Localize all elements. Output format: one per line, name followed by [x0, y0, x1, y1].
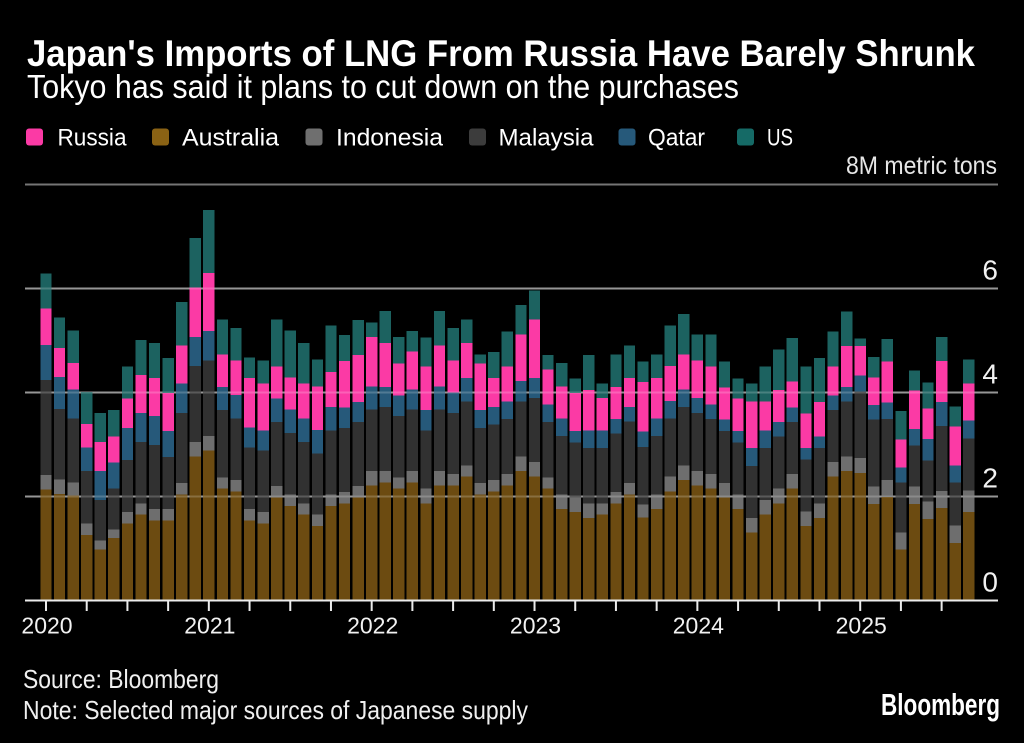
svg-text:0: 0 [982, 567, 998, 598]
svg-text:US: US [767, 125, 793, 152]
svg-text:2023: 2023 [510, 613, 561, 639]
svg-text:2024: 2024 [673, 613, 724, 639]
svg-text:2021: 2021 [184, 613, 235, 639]
svg-text:Australia: Australia [182, 125, 280, 152]
svg-text:6: 6 [982, 255, 998, 286]
svg-text:2025: 2025 [836, 613, 887, 639]
svg-text:8M metric tons: 8M metric tons [846, 152, 997, 180]
svg-text:Japan's Imports of LNG From Ru: Japan's Imports of LNG From Russia Have … [27, 33, 975, 74]
svg-text:4: 4 [982, 359, 998, 390]
svg-text:Russia: Russia [58, 125, 128, 152]
svg-text:2022: 2022 [347, 613, 398, 639]
svg-text:Indonesia: Indonesia [336, 125, 444, 152]
svg-text:Note: Selected major sources o: Note: Selected major sources of Japanese… [23, 695, 528, 725]
svg-text:Qatar: Qatar [648, 125, 705, 152]
svg-text:2: 2 [982, 463, 998, 494]
svg-text:2020: 2020 [21, 613, 72, 639]
svg-text:Tokyo has said it plans to cut: Tokyo has said it plans to cut down on t… [27, 68, 739, 105]
svg-text:Bloomberg: Bloomberg [881, 687, 1000, 722]
svg-text:Malaysia: Malaysia [499, 125, 595, 152]
svg-text:Source: Bloomberg: Source: Bloomberg [23, 664, 219, 694]
